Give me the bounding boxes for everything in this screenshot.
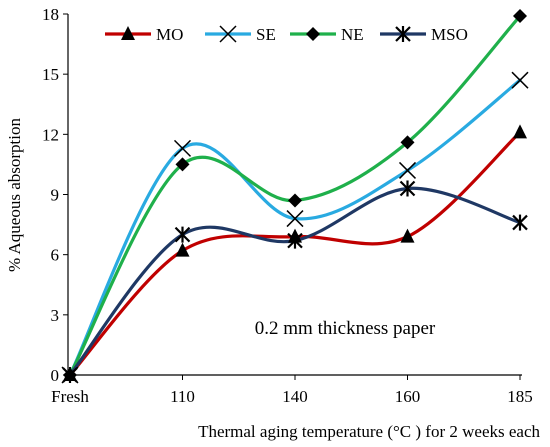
y-tick-label: 18 bbox=[42, 5, 59, 24]
data-point-mso bbox=[287, 232, 303, 249]
x-tick-label: 110 bbox=[170, 387, 195, 406]
data-point-mso bbox=[62, 367, 78, 383]
chart-annotation: 0.2 mm thickness paper bbox=[255, 318, 436, 339]
legend-item-se: SE bbox=[205, 25, 276, 44]
legend-label-mso: MSO bbox=[431, 25, 468, 44]
x-tick-label: 140 bbox=[282, 387, 308, 406]
y-axis-label: % Aqueous absorption bbox=[5, 118, 24, 272]
data-point-se bbox=[286, 210, 304, 228]
y-tick-label: 15 bbox=[42, 65, 59, 84]
data-point-ne bbox=[175, 157, 190, 172]
legend-label-mo: MO bbox=[156, 25, 183, 44]
data-point-ne bbox=[288, 193, 302, 208]
legend-marker-mso bbox=[395, 26, 411, 42]
data-point-mso bbox=[399, 180, 416, 197]
y-tick-label: 12 bbox=[42, 125, 59, 144]
legend-marker-mo bbox=[121, 26, 135, 40]
data-point-se bbox=[398, 161, 417, 179]
y-tick-label: 6 bbox=[51, 246, 60, 265]
y-tick-label: 3 bbox=[51, 306, 60, 325]
y-tick-label: 9 bbox=[51, 186, 60, 205]
y-tick-label: 0 bbox=[51, 366, 60, 385]
data-point-mso bbox=[512, 214, 528, 231]
data-point-mso bbox=[174, 226, 191, 243]
legend-marker-se bbox=[219, 25, 237, 43]
x-tick-label: 160 bbox=[395, 387, 421, 406]
data-point-mo bbox=[175, 242, 190, 257]
series-line-se bbox=[68, 78, 522, 377]
legend: MO SE NE MSO bbox=[105, 25, 468, 44]
legend-item-mo: MO bbox=[105, 25, 183, 44]
legend-item-mso: MSO bbox=[380, 25, 468, 44]
data-point-se bbox=[173, 139, 192, 157]
series-layer bbox=[61, 9, 529, 384]
data-point-mo bbox=[513, 124, 527, 139]
legend-marker-ne bbox=[306, 27, 320, 41]
legend-label-ne: NE bbox=[341, 25, 364, 44]
x-tick-label: Fresh bbox=[51, 387, 89, 406]
x-axis-label: Thermal aging temperature (°C ) for 2 we… bbox=[198, 422, 540, 441]
data-point-mo bbox=[400, 228, 415, 243]
x-tick-label: 185 bbox=[507, 387, 533, 406]
data-point-ne bbox=[400, 135, 415, 150]
axes: 0 3 6 9 12 15 18 Fresh 110 140 160 185 bbox=[42, 5, 533, 406]
data-point-se bbox=[511, 71, 529, 89]
data-point-ne bbox=[513, 9, 527, 24]
legend-label-se: SE bbox=[256, 25, 276, 44]
legend-item-ne: NE bbox=[290, 25, 364, 44]
